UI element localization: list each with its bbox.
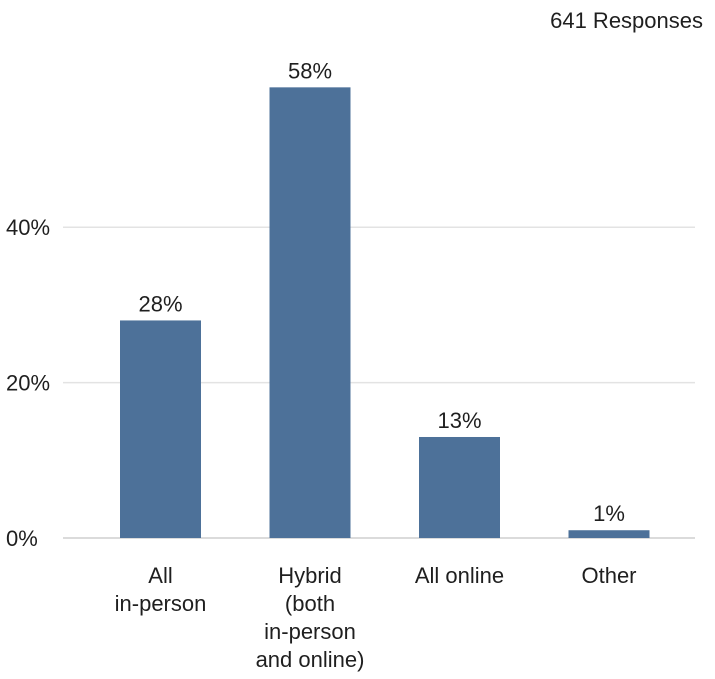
x-tick-label: Other [581,563,636,588]
data-label: 58% [288,58,332,83]
label-layer: 28% 58% 13% 1% [138,58,624,526]
x-tick-label-line: in-person [264,619,356,644]
x-tick-label-line: Other [581,563,636,588]
x-tick-label-line: Hybrid [278,563,342,588]
x-tick-label-line: in-person [115,591,207,616]
y-tick-label: 20% [6,371,50,396]
bar [568,530,650,538]
x-tick-label-line: and online) [256,647,365,672]
data-label: 13% [437,408,481,433]
y-tick-label: 0% [6,526,38,551]
x-tick-label-line: (both [285,591,335,616]
bar-layer [120,87,650,538]
x-tick-label: All in-person [115,563,207,616]
bar [269,87,351,538]
x-tick-label: All online [415,563,504,588]
x-tick-label-line: All online [415,563,504,588]
bar [419,436,500,538]
y-tick-label: 40% [6,215,50,240]
bar [120,320,201,538]
data-label: 1% [593,501,625,526]
x-tick-label-line: All [148,563,172,588]
axis-layer: 0% 20% 40% All in-person Hybrid (both in-person… [6,215,637,672]
data-label: 28% [138,291,182,316]
response-count: 641 Responses [550,8,703,33]
x-tick-label: Hybrid (both in-person and online) [256,563,365,672]
